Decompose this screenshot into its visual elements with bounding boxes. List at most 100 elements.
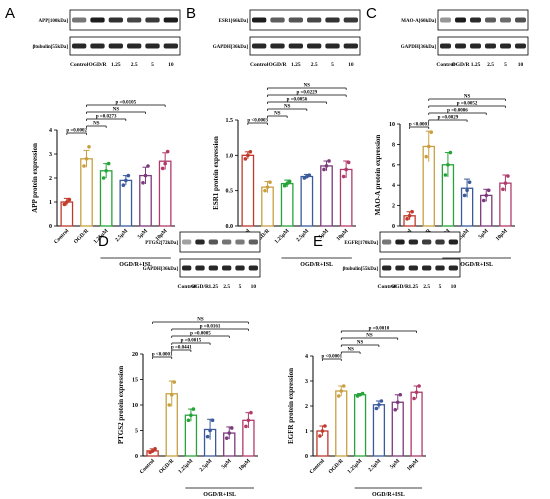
y-tick-label: 2 [392,204,395,210]
blot-label-loading: GAPDH[36kDa] [143,267,179,272]
data-point [268,180,272,184]
y-axis-label: MAO-A protein expression [374,135,382,216]
lane-label: 2.5 [487,62,494,68]
sig-label: p =0.0105 [116,101,137,106]
blot-band-1-0 [252,43,267,49]
y-tick-label: 4 [49,128,52,134]
data-point [227,431,232,435]
data-point [101,176,106,180]
blot-band-0-5 [515,17,526,23]
data-point [377,402,381,407]
sig-label: NS [347,348,354,353]
data-point [414,390,419,395]
y-tick-label: 3 [49,152,52,158]
x-category-label: 10μM [336,228,351,243]
y-tick-label: 0 [305,454,308,460]
lane-label: 1.25 [209,284,219,290]
sig-label: p <0.0001 [409,123,430,128]
data-point [208,428,212,433]
data-point [484,193,489,198]
data-point [506,174,510,178]
x-category-label: OGD/R [158,457,176,475]
lane-label: 5 [504,62,507,68]
blot-band-0-0 [440,17,451,23]
x-category-label: 5μM [137,228,150,241]
y-tick-label: 15 [132,378,138,384]
blot-band-0-4 [145,17,160,23]
data-point [189,413,193,418]
sig-label: NS [357,341,364,346]
data-point [336,394,341,398]
blot-band-0-5 [448,239,458,245]
y-tick-label: 5 [135,429,138,435]
y-tick-label: 3 [305,379,308,385]
y-axis-label: PTGS2 protein expression [117,366,125,444]
data-point [412,396,416,401]
y-tick-label: 8 [392,142,395,148]
panel-a: A APP[100kDa]βtubulin[55kDa]Control OGD/R 1… [5,5,181,268]
x-category-label: Control [139,458,156,475]
blot-label-loading: GAPDH[36kDa] [401,45,437,50]
panel-letter: B [186,5,196,22]
data-point [467,180,472,184]
lane-label: 2.5 [223,284,230,290]
blot-band-1-5 [248,265,258,271]
blot-band-0-2 [288,17,303,23]
y-tick-label: 2 [49,176,52,182]
panel-letter: C [366,5,377,22]
blot-label-target: EGFR[170kDa] [344,241,378,246]
x-category-label: 5μM [389,458,402,471]
bar-4 [320,165,333,227]
blot-band-1-4 [145,43,160,49]
blot-band-1-2 [208,265,218,271]
data-point [141,181,145,185]
y-tick-label: 10 [389,122,395,128]
blot-band-0-2 [408,239,418,245]
data-point [243,157,248,161]
data-point [341,384,346,388]
blot-band-0-0 [382,239,392,245]
bar-1 [80,158,93,227]
data-point [465,188,469,193]
x-category-label: 5μM [221,458,234,471]
data-point [265,185,270,189]
lane-label: Control [436,62,455,68]
y-tick-label: 4 [392,183,395,189]
data-point [443,173,448,177]
blot-band-1-5 [343,43,358,49]
sig-label: p =0.0010 [369,327,390,332]
blot-band-1-1 [455,43,466,49]
panel-letter: A [5,5,15,22]
blot-label-target: PTGS2[72kDa] [145,241,178,246]
sig-label: p <0.0001 [152,353,173,358]
x-category-label: OGD/R [328,457,346,475]
x-category-label: 2.5μM [199,458,215,474]
bar-1 [261,186,274,227]
blot-band-0-4 [500,17,511,23]
sig-label: NS [113,108,120,113]
data-point [324,164,329,168]
blot-band-0-0 [182,239,192,245]
data-point [244,424,248,429]
panel-e: E EGFR[170kDa]βtubulin[55kDa]ControlOGD/R… [287,231,461,498]
data-point [410,209,414,214]
data-point [481,198,486,203]
blot-band-1-0 [182,265,192,271]
data-point [160,166,165,171]
lane-label: Control [70,62,89,68]
data-point [165,149,170,154]
blot-band-1-4 [435,265,445,271]
y-tick-label: 0 [49,224,52,230]
data-point [169,393,174,397]
lane-label: 10 [451,284,457,290]
data-point [62,202,67,207]
y-tick-label: 4 [305,354,308,360]
y-tick-label: 1 [49,200,52,206]
data-point [186,418,191,423]
sig-label: p =0.0006 [447,109,468,114]
blot-band-0-1 [455,17,466,23]
sig-label: NS [304,84,311,89]
data-point [121,183,126,187]
data-point [448,150,453,155]
